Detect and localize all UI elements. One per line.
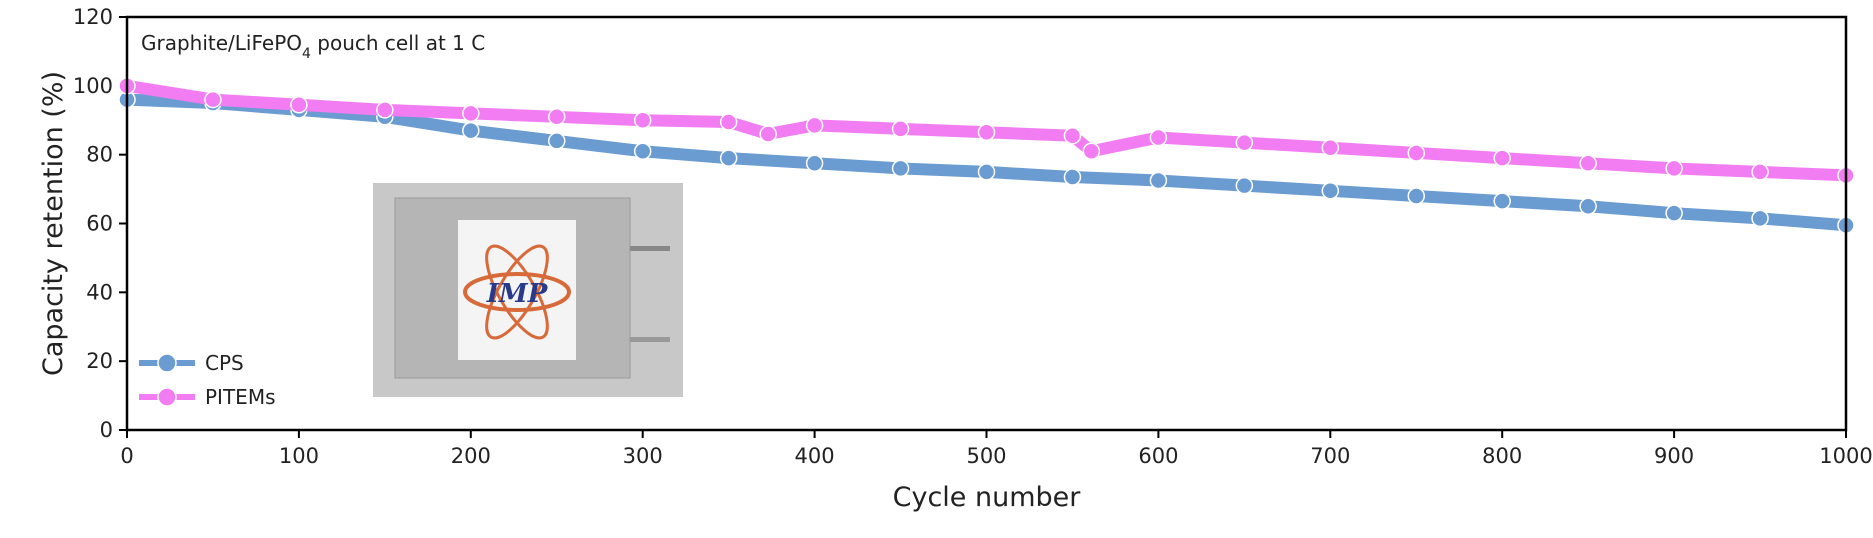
marker [376,101,394,119]
annotation: Graphite/LiFePO4 pouch cell at 1 C [141,31,485,62]
marker [1407,187,1425,205]
x-tick-label: 500 [966,444,1006,468]
marker [1149,171,1168,190]
marker [1235,133,1254,152]
marker [1751,163,1769,181]
x-tick-label: 400 [795,444,835,468]
marker [290,96,308,114]
y-axis-label: Capacity retention (%) [38,71,69,376]
y-tick-label: 20 [86,349,113,373]
legend-label: PITEMs [205,385,276,409]
x-tick-label: 100 [279,444,319,468]
marker [1063,168,1082,186]
marker [633,111,652,129]
x-tick-label: 800 [1482,444,1522,468]
marker [977,163,996,181]
marker [1063,126,1082,145]
legend-label: CPS [205,351,244,375]
annotation-part: pouch cell at 1 C [311,31,485,55]
annotation-part: 4 [302,46,311,62]
y-tick-label: 60 [86,212,113,236]
x-tick-label: 700 [1310,444,1350,468]
marker [462,121,480,140]
marker [719,149,738,167]
marker [1149,128,1168,147]
marker [1493,149,1511,167]
marker [1665,159,1683,178]
x-tick-label: 900 [1654,444,1694,468]
marker [1235,176,1254,195]
marker [1082,142,1101,160]
marker [1321,139,1340,157]
marker [1579,154,1597,173]
x-tick-label: 1000 [1819,444,1872,468]
y-tick-label: 80 [86,143,113,167]
y-tick-label: 0 [100,418,113,442]
marker [759,125,777,143]
marker [204,90,222,109]
x-tick-label: 300 [623,444,663,468]
marker [805,116,824,135]
marker [719,113,738,131]
y-tick-label: 40 [86,280,113,304]
marker [1407,144,1425,162]
marker [1493,192,1511,210]
marker [1751,209,1769,228]
marker [548,132,566,150]
marker [891,159,910,178]
legend-marker [157,387,177,407]
x-tick-label: 600 [1138,444,1178,468]
marker [548,108,566,126]
plot-frame [125,15,1848,432]
x-axis-label: Cycle number [893,482,1082,513]
y-tick-label: 100 [73,74,113,98]
inset-label: IMP [486,279,549,309]
marker [977,123,996,142]
legend-marker [157,353,177,373]
marker [1665,204,1683,222]
marker [1579,197,1597,216]
marker [1321,182,1340,200]
y-tick-label: 120 [73,5,113,29]
marker [462,104,480,123]
marker [891,120,910,138]
marker [633,142,652,160]
marker [805,154,824,173]
x-tick-label: 200 [451,444,491,468]
x-tick-label: 0 [120,444,133,468]
annotation-part: Graphite/LiFePO [141,31,302,55]
inset-photo: IMP [373,183,683,397]
